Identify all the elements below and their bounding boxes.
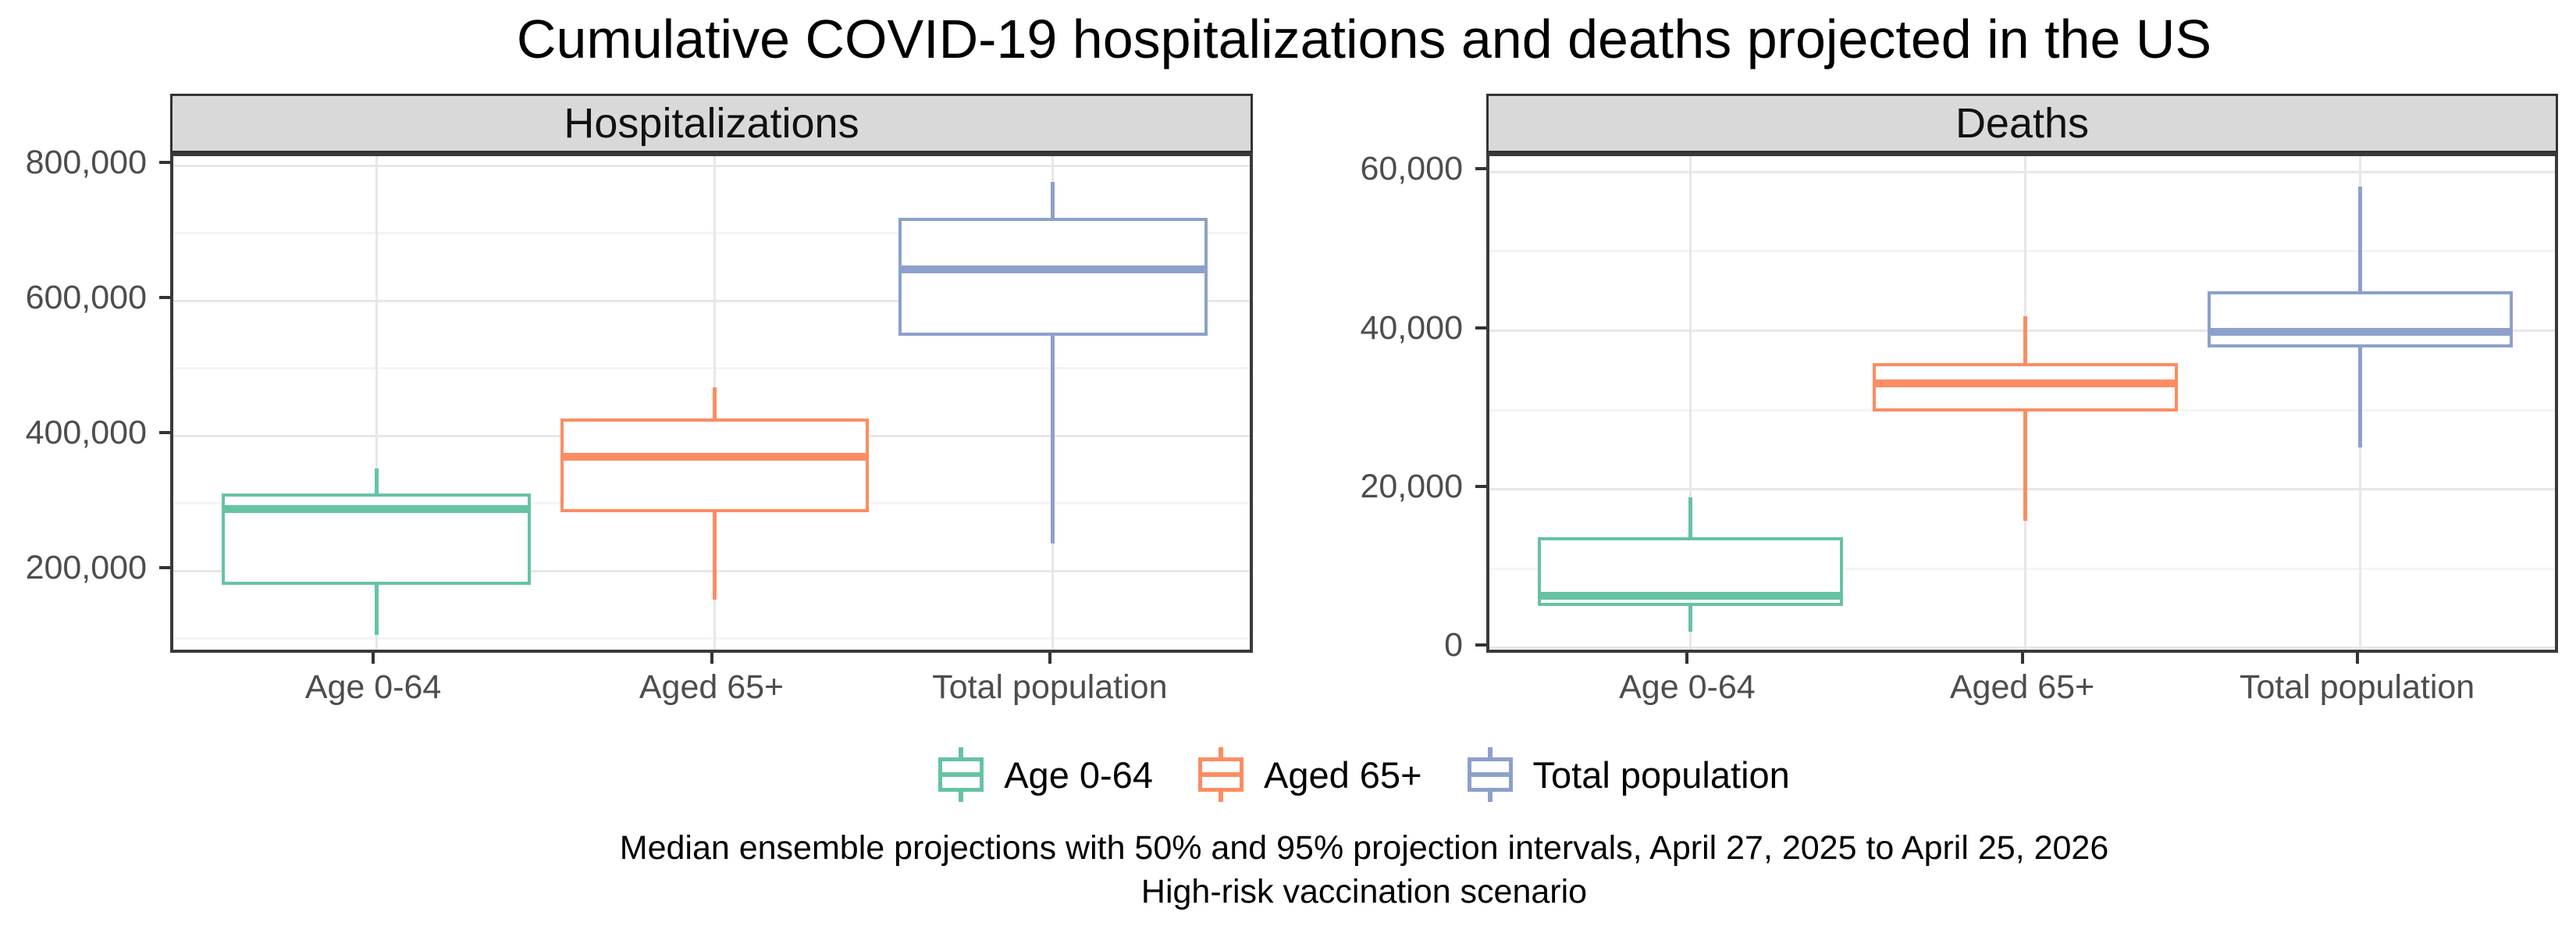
x-tick-label-total-population: Total population xyxy=(932,668,1168,706)
box-whisker-total-population xyxy=(1051,181,1055,544)
box-median-age-0-64 xyxy=(225,504,528,513)
x-tick-label-aged-65: Aged 65+ xyxy=(1949,668,2095,706)
legend-key-median xyxy=(1201,772,1240,777)
legend-label: Aged 65+ xyxy=(1263,754,1422,796)
strip-title: Deaths xyxy=(1955,100,2090,147)
legend-item-aged-65: Aged 65+ xyxy=(1197,747,1422,802)
y-tick-label: 20,000 xyxy=(1360,467,1463,505)
y-tick-label: 40,000 xyxy=(1360,308,1463,347)
boxplot-hospitalizations-aged-65 xyxy=(560,418,870,512)
box-median-total-population xyxy=(2210,327,2510,336)
x-tick-label-aged-65: Aged 65+ xyxy=(639,668,785,706)
facet-strip-hospitalizations: Hospitalizations xyxy=(170,94,1253,153)
legend-key-boxplot-icon xyxy=(1467,747,1513,802)
y-tick-label: 60,000 xyxy=(1360,150,1463,188)
legend-key-whisker-top xyxy=(959,747,964,757)
y-gridline-major xyxy=(173,164,1250,167)
y-gridline-minor xyxy=(1489,567,2555,570)
y-gridline-major xyxy=(173,299,1250,302)
legend-key-median xyxy=(942,772,980,777)
y-tick-mark xyxy=(159,431,170,435)
box-median-aged-65 xyxy=(1875,379,2176,387)
y-gridline-minor xyxy=(173,232,1250,235)
y-tick-label: 800,000 xyxy=(25,144,147,182)
y-tick-label: 400,000 xyxy=(25,414,147,452)
y-gridline-minor xyxy=(173,367,1250,370)
legend-item-total-population: Total population xyxy=(1467,747,1790,802)
strip-title: Hospitalizations xyxy=(564,100,859,147)
legend: Age 0-64 Aged 65+ Total population xyxy=(170,746,2558,803)
y-tick-mark xyxy=(1475,643,1486,647)
legend-key-whisker-top xyxy=(1218,747,1223,757)
legend-key-whisker-bottom xyxy=(1218,792,1223,802)
x-tick-mark xyxy=(1685,653,1689,664)
boxplot-hospitalizations-total-population xyxy=(898,217,1208,337)
boxplot-deaths-aged-65 xyxy=(1872,363,2179,412)
legend-key-boxplot-icon xyxy=(938,747,984,802)
x-tick-mark xyxy=(2020,653,2024,664)
x-tick-mark xyxy=(1048,653,1051,664)
y-tick-label: 200,000 xyxy=(25,549,147,586)
caption-line-1: Median ensemble projections with 50% and… xyxy=(619,829,2109,867)
y-gridline-major xyxy=(173,569,1250,572)
x-gridline xyxy=(1688,156,1692,650)
box-median-aged-65 xyxy=(563,452,866,461)
x-tick-mark xyxy=(710,653,713,664)
y-tick-mark xyxy=(159,161,170,165)
x-tick-mark xyxy=(2355,653,2359,664)
legend-key-median xyxy=(1471,772,1509,777)
x-tick-label-age-0-64: Age 0-64 xyxy=(304,668,442,706)
y-tick-label: 600,000 xyxy=(25,279,147,317)
chart-title: Cumulative COVID-19 hospitalizations and… xyxy=(516,9,2212,69)
x-tick-mark xyxy=(372,653,375,664)
legend-key-whisker-top xyxy=(1487,747,1493,757)
y-gridline-major xyxy=(1489,170,2555,173)
y-gridline-minor xyxy=(173,637,1250,640)
y-gridline-major xyxy=(1489,488,2555,491)
y-gridline-minor xyxy=(1489,250,2555,253)
x-tick-label-total-population: Total population xyxy=(2239,668,2475,706)
plot-panel-deaths xyxy=(1486,153,2558,653)
y-tick-mark xyxy=(1475,484,1486,488)
legend-item-age-0-64: Age 0-64 xyxy=(938,747,1153,802)
x-tick-label-age-0-64: Age 0-64 xyxy=(1619,668,1756,706)
box-whisker-aged-65 xyxy=(2023,316,2027,522)
legend-label: Age 0-64 xyxy=(1004,754,1153,796)
legend-key-boxplot-icon xyxy=(1197,747,1244,802)
box-median-total-population xyxy=(902,265,1204,274)
boxplot-deaths-total-population xyxy=(2207,290,2514,347)
legend-key-whisker-bottom xyxy=(1487,792,1493,802)
y-tick-mark xyxy=(1475,326,1486,330)
x-gridline xyxy=(375,156,378,650)
legend-key-whisker-bottom xyxy=(959,792,964,802)
y-gridline-major xyxy=(1489,330,2555,332)
plot-panel-hospitalizations xyxy=(170,153,1253,653)
facet-strip-deaths: Deaths xyxy=(1486,94,2558,153)
caption-line-2: High-risk vaccination scenario xyxy=(1140,873,1588,910)
y-tick-mark xyxy=(1475,167,1486,171)
y-tick-mark xyxy=(159,566,170,569)
y-tick-mark xyxy=(159,296,170,300)
box-median-age-0-64 xyxy=(1540,591,1841,600)
y-gridline-major xyxy=(1489,647,2555,650)
y-tick-label: 0 xyxy=(1444,625,1463,664)
legend-label: Total population xyxy=(1532,754,1790,796)
